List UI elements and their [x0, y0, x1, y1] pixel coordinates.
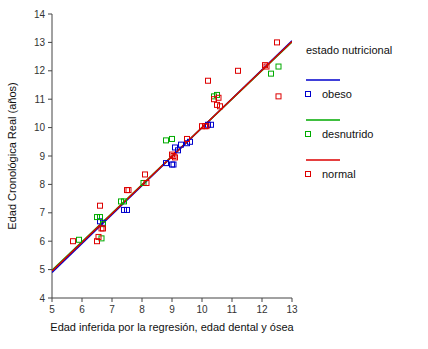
- point: [170, 136, 175, 141]
- y-tick: [48, 212, 52, 213]
- y-tick-label: 7: [39, 207, 45, 218]
- x-tick-label: 13: [286, 304, 298, 315]
- fit-lines: [52, 41, 292, 273]
- legend-marker: [306, 92, 311, 97]
- y-tick: [48, 241, 52, 242]
- fit-line: [52, 42, 292, 271]
- fit-line: [52, 41, 292, 273]
- point: [264, 64, 269, 69]
- point: [171, 154, 176, 159]
- x-tick-label: 5: [49, 304, 55, 315]
- x-tick: [112, 298, 113, 302]
- y-tick: [48, 70, 52, 71]
- point: [98, 203, 103, 208]
- point: [276, 94, 281, 99]
- point: [185, 136, 190, 141]
- point: [99, 226, 104, 231]
- point: [170, 162, 175, 167]
- y-tick: [48, 99, 52, 100]
- x-tick: [82, 298, 83, 302]
- y-tick-label: 13: [34, 37, 46, 48]
- y-axis-label: Edad Cronológica Real (años): [6, 82, 18, 229]
- point: [164, 161, 169, 166]
- legend-marker: [306, 172, 311, 177]
- point: [176, 148, 181, 153]
- x-axis-label: Edad inferida por la regresión, edad den…: [50, 321, 294, 333]
- axes: 56789101112134567891011121314: [34, 9, 298, 316]
- point: [204, 124, 209, 129]
- point: [144, 180, 149, 185]
- point: [125, 188, 130, 193]
- x-tick-label: 11: [227, 304, 238, 315]
- point: [173, 155, 178, 160]
- y-tick-label: 10: [34, 122, 46, 133]
- point: [206, 78, 211, 83]
- legend-marker: [306, 132, 311, 137]
- x-tick-label: 10: [196, 304, 208, 315]
- point: [96, 234, 101, 239]
- x-tick-label: 8: [139, 304, 145, 315]
- x-tick: [52, 298, 53, 302]
- x-tick: [232, 298, 233, 302]
- point: [98, 215, 103, 220]
- point: [179, 142, 184, 147]
- x-tick: [262, 298, 263, 302]
- legend-label: desnutrido: [322, 128, 373, 140]
- fit-line: [52, 42, 292, 270]
- x-tick: [202, 298, 203, 302]
- y-tick-label: 12: [34, 65, 46, 76]
- point: [276, 64, 281, 69]
- point: [143, 172, 148, 177]
- y-tick: [48, 269, 52, 270]
- point: [125, 207, 130, 212]
- point: [122, 199, 127, 204]
- point: [216, 95, 221, 100]
- point: [126, 188, 131, 193]
- point: [275, 40, 280, 45]
- point: [101, 220, 106, 225]
- point: [77, 237, 82, 242]
- point: [71, 239, 76, 244]
- points: [71, 40, 282, 244]
- legend-title: estado nutricional: [306, 44, 392, 56]
- legend-label: obeso: [322, 88, 352, 100]
- x-tick: [142, 298, 143, 302]
- x-tick-label: 7: [109, 304, 115, 315]
- x-tick: [292, 298, 293, 302]
- y-tick: [48, 14, 52, 15]
- y-tick-label: 11: [35, 94, 46, 105]
- x-tick-label: 12: [256, 304, 268, 315]
- x-tick: [172, 298, 173, 302]
- y-tick-label: 9: [39, 151, 45, 162]
- legend-line: [306, 159, 340, 161]
- y-tick-label: 4: [39, 293, 45, 304]
- point: [263, 63, 268, 68]
- point: [236, 68, 241, 73]
- y-tick: [48, 184, 52, 185]
- legend: estado nutricional obeso desnutrido normal: [306, 44, 393, 180]
- y-tick-label: 8: [39, 179, 45, 190]
- x-tick-label: 6: [79, 304, 85, 315]
- plot-area: [52, 40, 292, 273]
- x-tick-label: 9: [169, 304, 175, 315]
- y-tick: [48, 156, 52, 157]
- point: [203, 124, 208, 129]
- point: [269, 71, 274, 76]
- y-tick-label: 14: [34, 9, 46, 20]
- point: [171, 162, 176, 167]
- legend-line: [306, 119, 340, 121]
- y-tick: [48, 298, 52, 299]
- point: [218, 104, 223, 109]
- point: [101, 226, 106, 231]
- chart: 56789101112134567891011121314Edad inferi…: [0, 0, 428, 349]
- y-tick-label: 6: [39, 236, 45, 247]
- y-tick: [48, 127, 52, 128]
- y-tick-label: 5: [39, 264, 45, 275]
- legend-line: [306, 79, 340, 81]
- y-tick: [48, 42, 52, 43]
- point: [164, 138, 169, 143]
- legend-label: normal: [322, 168, 356, 180]
